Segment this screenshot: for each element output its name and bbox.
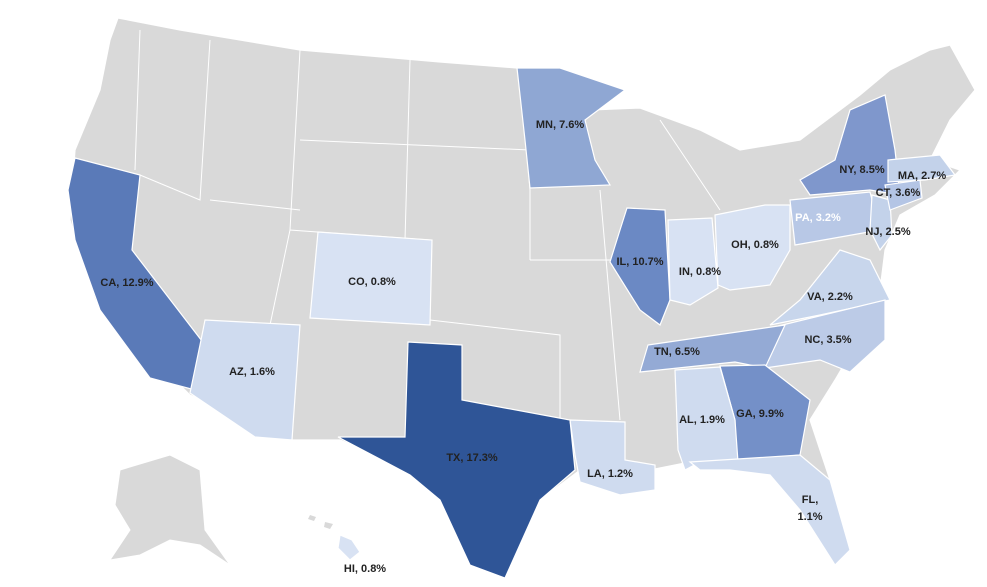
state (688, 454, 851, 566)
state-label: CA, 12.9% (100, 277, 153, 289)
state (609, 207, 671, 326)
state-label: NJ, 2.5% (865, 226, 910, 238)
state-label: PA, 3.2% (795, 212, 841, 224)
state-label: OH, 0.8% (731, 239, 779, 251)
state-label: GA, 9.9% (736, 408, 784, 420)
state-label: NY, 8.5% (839, 164, 884, 176)
state-label: LA, 1.2% (587, 468, 633, 480)
state (189, 319, 301, 441)
state-label: VA, 2.2% (807, 291, 853, 303)
state (799, 94, 901, 196)
state-label: CO, 0.8% (348, 276, 396, 288)
state (67, 157, 206, 391)
state-label: MN, 7.6% (536, 119, 585, 131)
state (714, 204, 791, 291)
state (667, 217, 719, 306)
state (569, 419, 656, 496)
state-label: AL, 1.9% (679, 414, 725, 426)
labels: CA, 12.9% AZ, 1.6% CO, 0.8% TX, 17.3% MN, 7.… (100, 119, 946, 575)
states (67, 67, 957, 579)
state-label: FL, (802, 494, 819, 506)
state (884, 179, 923, 211)
state (337, 341, 576, 579)
state (337, 534, 361, 561)
state-label: TN, 6.5% (654, 346, 700, 358)
state-label: 1.1% (797, 511, 822, 523)
state-label: HI, 0.8% (344, 563, 386, 575)
hawaii-islands (308, 515, 333, 529)
state (516, 67, 627, 189)
state-label: CT, 3.6% (876, 187, 921, 199)
state (309, 231, 433, 326)
state (869, 194, 893, 252)
state-label: NC, 3.5% (804, 334, 851, 346)
state-label: AZ, 1.6% (229, 366, 275, 378)
state-label: TX, 17.3% (446, 452, 498, 464)
state-label: MA, 2.7% (898, 170, 947, 182)
state-label: IL, 10.7% (616, 256, 663, 268)
state-label: IN, 0.8% (679, 266, 721, 278)
state (887, 154, 957, 183)
alaska (108, 454, 231, 566)
